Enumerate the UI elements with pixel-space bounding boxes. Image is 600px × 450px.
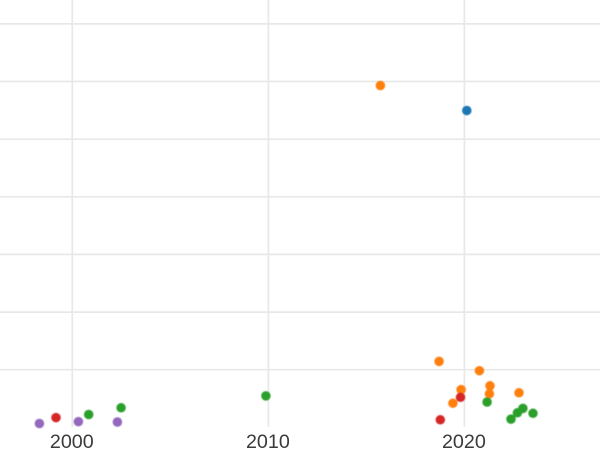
- svg-text:2020: 2020: [442, 431, 486, 450]
- svg-text:2010: 2010: [246, 431, 290, 450]
- svg-text:2000: 2000: [50, 431, 94, 450]
